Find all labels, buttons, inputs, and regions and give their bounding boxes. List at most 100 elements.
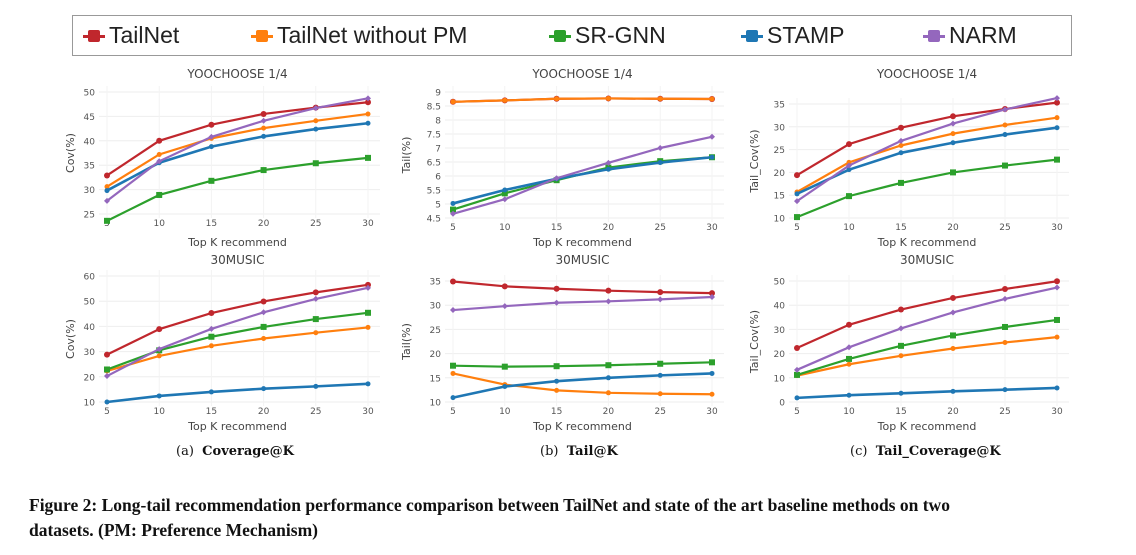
series-tailnet	[104, 99, 371, 179]
legend-marker	[83, 29, 105, 42]
x-tick-label: 15	[895, 223, 906, 233]
data-point	[1002, 387, 1008, 393]
y-tick-label: 0	[779, 399, 785, 409]
y-tick-label: 30	[774, 123, 786, 133]
data-point	[260, 167, 267, 174]
series-narm	[794, 95, 1060, 205]
y-tick-label: 30	[774, 326, 786, 336]
line-chart-4: 30MUSIC 10 20 30 40 50 60 5 10 15 20 25 30 Top K reco…	[64, 253, 380, 433]
series-line	[796, 116, 1058, 193]
x-tick-label: 20	[603, 223, 615, 233]
series-narm	[450, 133, 715, 217]
legend-marker	[549, 29, 571, 42]
data-point	[261, 133, 267, 139]
line-chart-6: 30MUSIC 0 10 20 30 40 50 5 10 15 20 25 30 Top K recom…	[748, 253, 1069, 433]
x-tick-label: 25	[310, 407, 321, 417]
series-stamp	[794, 385, 1060, 401]
data-point	[156, 393, 162, 399]
series-stamp	[794, 125, 1060, 197]
y-tick-label: 6	[435, 173, 441, 183]
data-point	[605, 166, 611, 172]
series-line	[796, 286, 1058, 371]
series-narm	[104, 95, 371, 204]
x-tick-label: 20	[258, 407, 270, 417]
series-line	[106, 156, 369, 222]
x-tick-label: 30	[706, 223, 718, 233]
y-tick-label: 50	[774, 278, 786, 288]
data-point	[1002, 295, 1008, 302]
data-point	[1002, 132, 1008, 138]
y-axis-label: Tail(%)	[400, 323, 413, 361]
data-point	[553, 299, 560, 306]
series-line	[796, 318, 1058, 376]
series-stamp	[104, 381, 371, 405]
data-point	[312, 160, 319, 167]
data-point	[709, 290, 715, 297]
x-tick-label: 30	[706, 407, 718, 417]
data-point	[846, 321, 852, 328]
y-axis-label: Tail_Cov(%)	[748, 129, 761, 193]
data-point	[1054, 385, 1060, 391]
data-point	[260, 117, 267, 124]
series-line	[796, 126, 1058, 196]
data-point	[208, 177, 215, 184]
x-tick-label: 25	[654, 407, 665, 417]
data-point	[898, 124, 904, 131]
y-tick-label: 40	[84, 323, 96, 333]
chart-title: 30MUSIC	[556, 253, 610, 267]
data-point	[657, 391, 663, 397]
subcaption-prefix: (a)	[176, 444, 194, 459]
y-tick-label: 25	[430, 326, 441, 336]
x-tick-label: 5	[450, 407, 456, 417]
figure-caption-line-1: Figure 2: Long-tail recommendation perfo…	[29, 495, 950, 515]
x-tick-label: 15	[551, 223, 562, 233]
data-point	[846, 193, 852, 200]
data-point	[156, 137, 163, 144]
data-point	[898, 342, 904, 349]
data-point	[554, 387, 560, 393]
data-point	[898, 325, 904, 332]
data-point	[554, 378, 560, 384]
series-line	[106, 101, 369, 177]
data-point	[501, 283, 508, 290]
x-tick-label: 30	[362, 219, 374, 229]
data-point	[450, 370, 456, 376]
data-point	[1002, 106, 1008, 113]
series-line	[452, 372, 713, 396]
series-line	[106, 326, 369, 373]
data-point	[846, 167, 852, 173]
x-tick-label: 5	[450, 223, 456, 233]
y-tick-label: 30	[84, 186, 96, 196]
x-tick-label: 10	[499, 407, 511, 417]
data-point	[208, 343, 214, 349]
data-point	[208, 389, 214, 395]
x-axis-label: Top K recommend	[877, 420, 977, 433]
data-point	[365, 324, 371, 330]
data-point	[104, 184, 110, 190]
y-tick-label: 30	[430, 302, 442, 312]
data-point	[950, 309, 956, 316]
data-point	[1054, 278, 1060, 285]
y-tick-label: 35	[84, 162, 95, 172]
data-point	[261, 125, 267, 131]
series-line	[106, 97, 369, 202]
data-point	[794, 172, 800, 179]
data-point	[605, 362, 612, 369]
y-tick-label: 20	[774, 169, 786, 179]
y-tick-label: 4.5	[427, 215, 441, 225]
data-point	[312, 289, 319, 296]
y-tick-label: 60	[84, 273, 96, 283]
subcaption-label: Tail@K	[566, 444, 618, 459]
x-tick-label: 10	[843, 407, 855, 417]
data-point	[208, 325, 215, 332]
x-tick-label: 15	[206, 407, 217, 417]
data-point	[104, 188, 110, 194]
data-point	[501, 190, 508, 197]
data-point	[104, 399, 110, 405]
legend-marker	[741, 29, 763, 42]
data-point	[365, 381, 371, 387]
line-chart-3: YOOCHOOSE 1/4 10 15 20 25 30 35 5 10 15 20 25 30 Top …	[748, 67, 1069, 249]
x-tick-label: 20	[603, 407, 615, 417]
y-tick-label: 10	[84, 399, 96, 409]
